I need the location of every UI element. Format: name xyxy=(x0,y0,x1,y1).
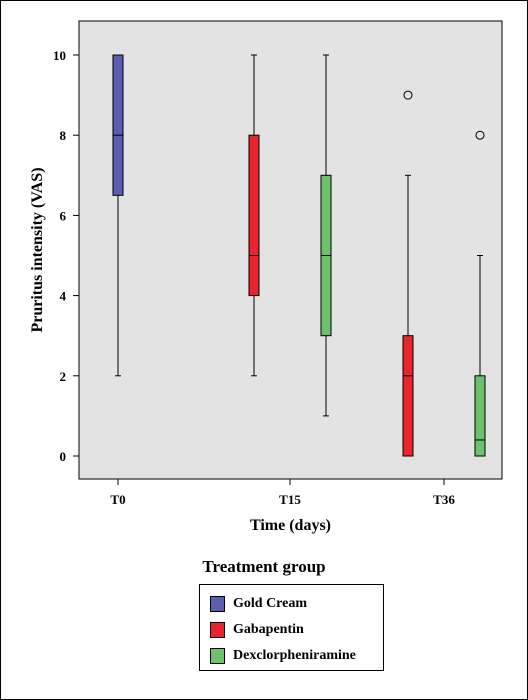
plot-area xyxy=(78,20,503,480)
legend-title: Treatment group xyxy=(202,557,326,576)
legend-label: Dexclorpheniramine xyxy=(233,648,356,663)
legend-swatch xyxy=(210,622,225,638)
legend-swatch xyxy=(210,596,225,612)
legend-label: Gabapentin xyxy=(233,622,304,637)
box-series xyxy=(112,54,486,457)
y-tick-label: 8 xyxy=(60,128,67,143)
box-dexclorpheniramine-t36 xyxy=(474,130,486,457)
legend: Gold Cream Gabapentin Dexclorpheniramine xyxy=(199,584,384,671)
legend-label: Gold Cream xyxy=(233,596,308,611)
box-dexclorpheniramine-t15 xyxy=(320,54,332,417)
boxplot-chart: 0 2 4 6 8 10 T0 T15 T36 Pruritus intensity (VAS… xyxy=(29,20,503,534)
legend-item-dexclorpheniramine: Dexclorpheniramine xyxy=(210,646,356,666)
iqr-box xyxy=(402,335,414,457)
box-gabapentin-t36 xyxy=(402,90,414,457)
y-axis: 0 2 4 6 8 10 xyxy=(53,48,79,464)
y-tick-label: 6 xyxy=(60,208,67,223)
x-axis-title: Time (days) xyxy=(250,517,331,534)
legend-item-gabapentin: Gabapentin xyxy=(210,620,304,640)
box-gold-cream-t0 xyxy=(112,54,124,377)
outlier-point xyxy=(475,130,485,140)
x-tick-label: T15 xyxy=(279,492,301,507)
y-axis-title: Pruritus intensity (VAS) xyxy=(29,167,46,332)
legend-swatch xyxy=(210,648,225,664)
y-tick-label: 2 xyxy=(60,369,67,384)
y-tick-label: 0 xyxy=(60,449,67,464)
iqr-box xyxy=(474,375,486,457)
x-tick-label: T0 xyxy=(110,492,125,507)
y-tick-label: 10 xyxy=(53,48,66,63)
x-axis: T0 T15 T36 xyxy=(110,479,455,507)
outlier-point xyxy=(403,90,413,100)
x-tick-label: T36 xyxy=(433,492,455,507)
legend-item-gold-cream: Gold Cream xyxy=(210,594,307,614)
iqr-box xyxy=(248,134,260,297)
box-gabapentin-t15 xyxy=(248,54,260,377)
iqr-box xyxy=(112,54,124,196)
y-tick-label: 4 xyxy=(60,289,67,304)
